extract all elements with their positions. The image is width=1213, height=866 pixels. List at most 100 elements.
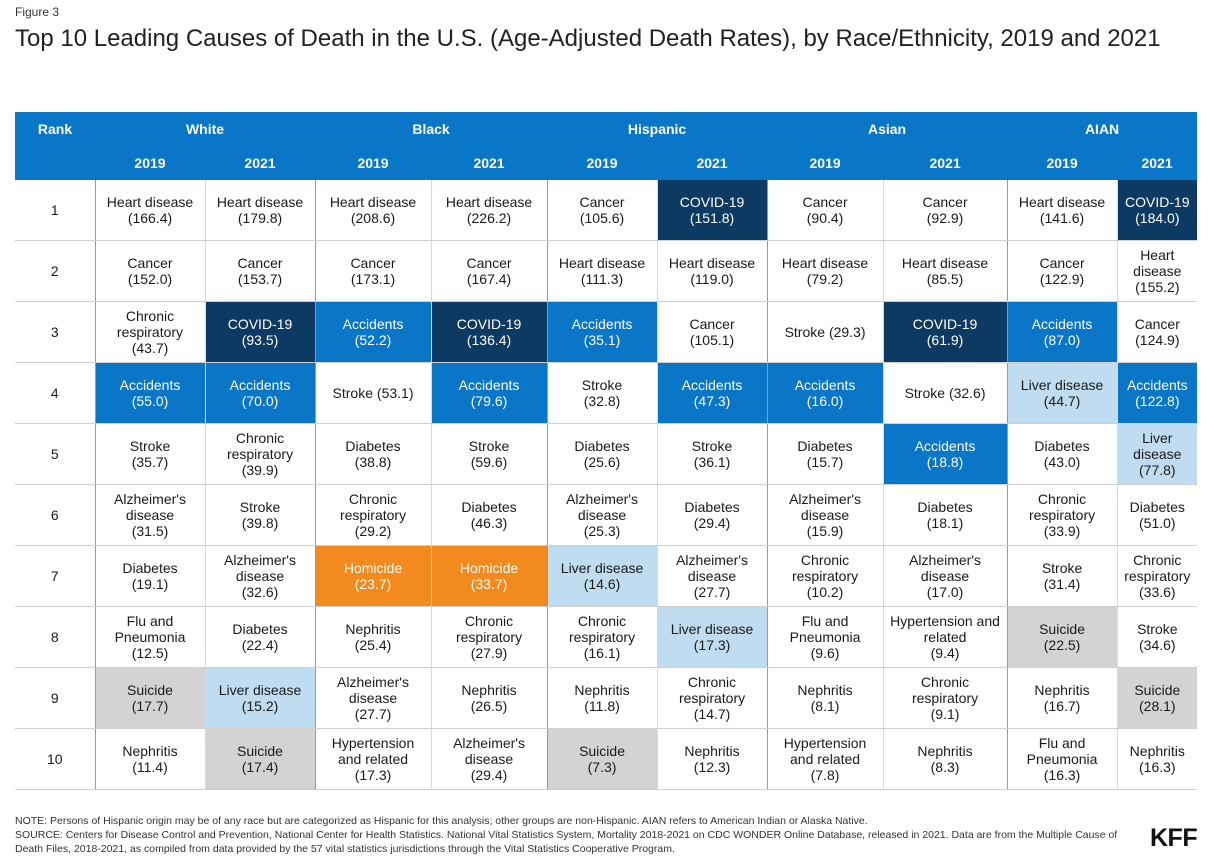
death-rate-value: (47.3) [693, 393, 731, 409]
cause-cell: Heart disease (226.2) [430, 180, 548, 241]
table-row: 8 Flu and Pneumonia (12.5) Diabetes (22.4) Ne… [15, 606, 1198, 668]
cause-cell: Suicide (17.7) [94, 667, 205, 729]
cause-label: Chronic respiratory [226, 430, 294, 462]
death-rate-value: (22.5) [1043, 637, 1081, 653]
cause-label: Stroke [1137, 621, 1178, 637]
table-row: 6 Alzheimer's disease (31.5) Stroke (39.8) Ch… [15, 484, 1198, 546]
cause-cell: Flu and Pneumonia (12.5) [94, 606, 205, 668]
rank-cell: 10 [15, 728, 95, 790]
death-rate-value: (25.3) [583, 523, 621, 539]
death-rate-value: (9.4) [930, 645, 960, 661]
death-rate-value: (16.7) [1043, 698, 1081, 714]
death-rate-value: (27.7) [354, 706, 392, 722]
cause-label: Chronic respiratory [911, 674, 979, 706]
death-rate-value: (92.9) [926, 210, 964, 226]
death-rate-value: (119.0) [690, 271, 734, 287]
cause-label: Accidents [571, 316, 633, 332]
cause-label: Nephritis [917, 743, 973, 759]
table-row: 4 Accidents (55.0) Accidents (70.0) Stroke (5… [15, 362, 1198, 424]
cause-cell: Stroke (32.6) [882, 362, 1008, 424]
death-rate-value: (12.3) [693, 759, 731, 775]
cause-label: Hypertension and related [783, 735, 867, 767]
death-rate-value: (15.2) [241, 698, 279, 714]
cause-label: Accidents [914, 438, 976, 454]
cause-cell: Alzheimer's disease (27.7) [314, 667, 432, 729]
death-rate-value: (9.1) [930, 706, 960, 722]
death-rate-value: (8.1) [810, 698, 840, 714]
table-row: 5 Stroke (35.7) Chronic respiratory (39.9) Di… [15, 423, 1198, 485]
death-rate-value: (17.3) [693, 637, 731, 653]
cause-label: Chronic respiratory [455, 613, 523, 645]
death-rate-value: (226.2) [466, 210, 512, 226]
death-rate-value: (17.7) [131, 698, 169, 714]
cause-cell: Suicide (28.1) [1116, 667, 1198, 729]
death-rate-value: (29.4) [470, 767, 508, 783]
cause-label: Accidents [229, 377, 291, 393]
death-rate-value: (7.8) [810, 767, 840, 783]
cause-cell: Accidents (52.2) [314, 301, 432, 363]
cause-cell: Alzheimer's disease (27.7) [656, 545, 768, 607]
cause-cell: Cancer (173.1) [314, 240, 432, 302]
year-header: 2019 [95, 146, 205, 180]
death-rate-value: (70.0) [241, 393, 279, 409]
cause-cell: Accidents (18.8) [882, 423, 1008, 485]
death-rate-value: (59.6) [470, 454, 508, 470]
cause-label: Homicide [459, 560, 519, 576]
death-rate-value: (15.7) [806, 454, 844, 470]
death-rate-value: (167.4) [466, 271, 512, 287]
source-text: SOURCE: Centers for Disease Control and … [15, 829, 1118, 855]
cause-cell: Nephritis (8.1) [766, 667, 884, 729]
death-rate-value: (8.3) [930, 759, 960, 775]
cause-cell: Heart disease (111.3) [546, 240, 658, 302]
rank-cell: 1 [15, 180, 95, 241]
death-rate-value: (25.6) [583, 454, 621, 470]
cause-label: Flu and Pneumonia [1026, 735, 1098, 767]
cause-label: Heart disease [445, 194, 533, 210]
death-rate-value: (155.2) [1135, 279, 1180, 295]
death-rate-value: (173.1) [350, 271, 396, 287]
death-rate-value: (29.3) [828, 324, 866, 340]
death-rate-value: (31.4) [1043, 576, 1081, 592]
note-text: NOTE: Persons of Hispanic origin may be … [15, 815, 868, 827]
cause-label: Heart disease [1018, 194, 1106, 210]
cause-label: Accidents [794, 377, 856, 393]
cause-label: Accidents [681, 377, 743, 393]
cause-label: Suicide [237, 743, 283, 759]
year-header-row: 2019 2021 2019 2021 2019 2021 2019 2021 … [15, 146, 1198, 180]
cause-label: Heart disease [106, 194, 194, 210]
kff-logo: KFF [1150, 824, 1198, 852]
cause-label: COVID-19 [227, 316, 293, 332]
cause-label: Suicide [579, 743, 625, 759]
death-rate-value: (46.3) [470, 515, 508, 531]
death-rate-value: (85.5) [926, 271, 964, 287]
cause-label: Heart disease [216, 194, 304, 210]
cause-label: Liver disease [1020, 377, 1104, 393]
cause-cell: COVID-19 (151.8) [656, 180, 768, 241]
death-rate-value: (44.7) [1043, 393, 1081, 409]
death-rate-value: (136.4) [466, 332, 512, 348]
rank-cell: 7 [15, 545, 95, 607]
death-rate-value: (17.4) [241, 759, 279, 775]
cause-cell: Cancer (90.4) [766, 180, 884, 241]
death-rate-value: (32.6) [241, 584, 279, 600]
cause-cell: Accidents (79.6) [430, 362, 548, 424]
cause-cell: Nephritis (25.4) [314, 606, 432, 668]
cause-label: Alzheimer's disease [453, 735, 525, 767]
death-rate-value: (18.1) [926, 515, 964, 531]
cause-label: Heart disease [781, 255, 869, 271]
cause-cell: Stroke (32.8) [546, 362, 658, 424]
rank-cell: 4 [15, 362, 95, 424]
cause-cell: Flu and Pneumonia (16.3) [1006, 728, 1118, 790]
death-rate-value: (26.5) [470, 698, 508, 714]
cause-cell: Cancer (152.0) [94, 240, 205, 302]
cause-cell: Liver disease (17.3) [656, 606, 768, 668]
cause-label: Stroke [239, 499, 281, 515]
cause-label: Heart disease [558, 255, 646, 271]
cause-label: Diabetes [1129, 499, 1185, 515]
cause-cell: Nephritis (12.3) [656, 728, 768, 790]
cause-label: COVID-19 [679, 194, 745, 210]
cause-cell: Heart disease (155.2) [1116, 240, 1198, 302]
cause-cell: Accidents (87.0) [1006, 301, 1118, 363]
death-rate-value: (55.0) [131, 393, 169, 409]
death-rate-value: (29.4) [693, 515, 731, 531]
